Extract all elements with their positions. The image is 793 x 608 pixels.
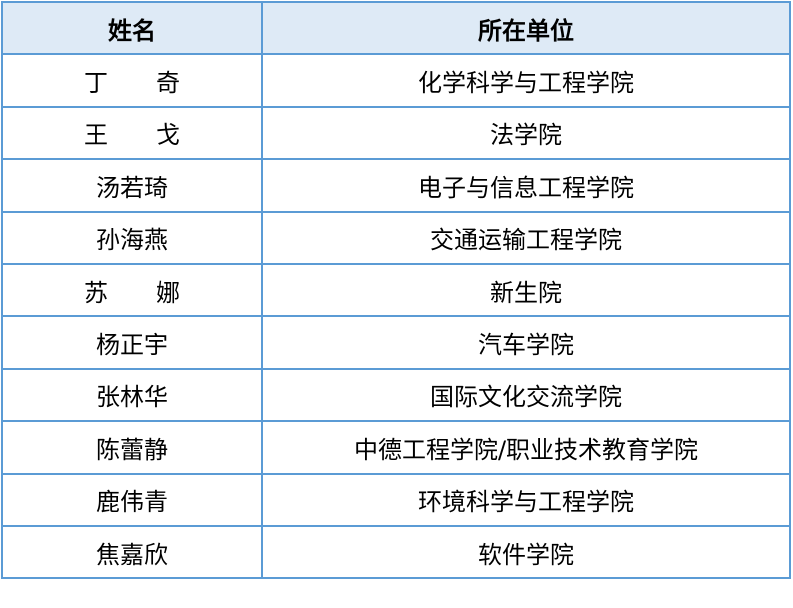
cell-name: 汤若琦: [1, 158, 263, 213]
cell-name: 丁 奇: [1, 53, 263, 108]
cell-name: 张林华: [1, 367, 263, 423]
table-row: 鹿伟青 环境科学与工程学院: [1, 472, 791, 527]
cell-unit: 交通运输工程学院: [261, 210, 791, 265]
table-row: 张林华 国际文化交流学院: [1, 367, 791, 423]
table-row: 陈蕾静 中德工程学院/职业技术教育学院: [1, 420, 791, 475]
cell-name: 焦嘉欣: [1, 524, 263, 580]
staff-table: 姓名 所在单位 丁 奇化学科学与工程学院王 戈法学院 汤若琦 电子与信息工程学院 孙海…: [1, 0, 791, 580]
table-row: 王 戈法学院: [1, 105, 791, 161]
table-row: 杨正宇 汽车学院: [1, 315, 791, 370]
cell-name: 孙海燕: [1, 210, 263, 265]
header-unit: 所在单位: [261, 0, 791, 56]
cell-name: 王 戈: [1, 105, 263, 161]
header-name: 姓名: [1, 0, 263, 56]
cell-name: 陈蕾静: [1, 420, 263, 475]
table-row: 苏 娜新生院: [1, 262, 791, 318]
cell-unit: 新生院: [261, 262, 791, 318]
cell-unit: 化学科学与工程学院: [261, 53, 791, 108]
cell-unit: 中德工程学院/职业技术教育学院: [261, 420, 791, 475]
cell-name: 鹿伟青: [1, 472, 263, 527]
cell-unit: 国际文化交流学院: [261, 367, 791, 423]
table-row: 孙海燕 交通运输工程学院: [1, 210, 791, 265]
header-row: 姓名 所在单位: [1, 0, 791, 56]
cell-unit: 法学院: [261, 105, 791, 161]
table-row: 焦嘉欣 软件学院: [1, 524, 791, 580]
cell-name: 苏 娜: [1, 262, 263, 318]
cell-unit: 软件学院: [261, 524, 791, 580]
table-row: 汤若琦 电子与信息工程学院: [1, 158, 791, 213]
cell-unit: 汽车学院: [261, 315, 791, 370]
table-row: 丁 奇化学科学与工程学院: [1, 53, 791, 108]
cell-unit: 环境科学与工程学院: [261, 472, 791, 527]
cell-name: 杨正宇: [1, 315, 263, 370]
cell-unit: 电子与信息工程学院: [261, 158, 791, 213]
